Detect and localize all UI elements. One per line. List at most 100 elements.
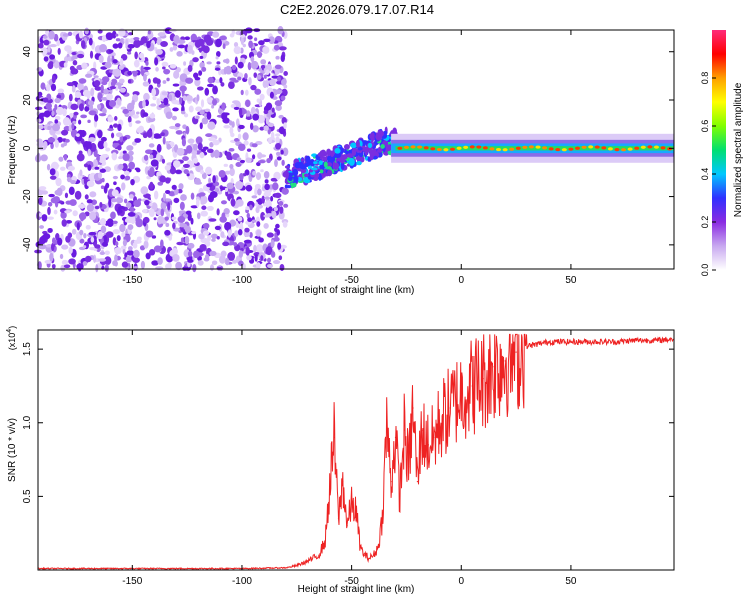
noise-speckle bbox=[83, 176, 88, 186]
noise-speckle bbox=[100, 225, 107, 234]
carrier-peak bbox=[535, 145, 541, 149]
snr-point bbox=[636, 339, 638, 341]
snr-point bbox=[515, 351, 517, 353]
noise-speckle bbox=[249, 122, 254, 131]
snr-point bbox=[658, 339, 660, 341]
noise-speckle bbox=[245, 116, 252, 120]
snr-point bbox=[408, 466, 410, 468]
noise-speckle bbox=[172, 160, 181, 168]
noise-speckle bbox=[47, 227, 53, 233]
snr-y-multiplier: (x104) bbox=[6, 326, 17, 350]
noise-speckle bbox=[275, 136, 280, 144]
noise-speckle bbox=[53, 209, 58, 215]
noise-speckle bbox=[165, 189, 171, 194]
noise-speckle bbox=[204, 87, 210, 96]
noise-speckle bbox=[84, 27, 89, 35]
colorbar-tick-label: 0.0 bbox=[700, 264, 710, 277]
noise-speckle bbox=[220, 82, 225, 87]
noise-speckle bbox=[119, 223, 126, 233]
noise-speckle bbox=[255, 172, 262, 181]
noise-speckle bbox=[156, 78, 161, 85]
noise-speckle bbox=[214, 187, 220, 193]
noise-speckle bbox=[223, 66, 227, 75]
noise-speckle bbox=[98, 55, 104, 63]
emerging-line-blob bbox=[302, 172, 306, 179]
noise-speckle bbox=[182, 81, 187, 86]
noise-speckle bbox=[188, 105, 194, 113]
noise-speckle bbox=[254, 254, 258, 262]
noise-speckle bbox=[283, 84, 288, 89]
noise-speckle bbox=[67, 165, 75, 171]
noise-speckle bbox=[142, 99, 146, 108]
noise-speckle bbox=[252, 113, 260, 121]
noise-speckle bbox=[83, 163, 89, 168]
noise-speckle bbox=[130, 178, 135, 186]
noise-speckle bbox=[211, 260, 218, 266]
noise-speckle bbox=[40, 154, 48, 162]
noise-speckle bbox=[78, 212, 87, 221]
noise-speckle bbox=[264, 183, 270, 191]
carrier-peak bbox=[627, 147, 633, 151]
noise-speckle bbox=[185, 77, 194, 84]
noise-speckle bbox=[201, 117, 209, 125]
noise-speckle bbox=[99, 201, 103, 208]
carrier-peak bbox=[443, 148, 449, 152]
noise-speckle bbox=[187, 242, 195, 249]
noise-speckle bbox=[224, 187, 229, 193]
noise-speckle bbox=[276, 156, 282, 161]
carrier-peak bbox=[430, 147, 436, 151]
noise-speckle bbox=[62, 117, 71, 126]
noise-speckle bbox=[239, 159, 246, 164]
noise-speckle bbox=[53, 33, 59, 42]
carrier-peak bbox=[607, 147, 613, 151]
carrier-peak bbox=[634, 146, 640, 150]
snr-point bbox=[504, 360, 506, 362]
noise-speckle bbox=[197, 260, 204, 266]
noise-speckle bbox=[256, 98, 261, 103]
noise-speckle bbox=[55, 130, 62, 135]
noise-speckle bbox=[156, 98, 160, 106]
noise-speckle bbox=[245, 157, 252, 163]
noise-speckle bbox=[261, 195, 265, 204]
snr-point bbox=[333, 436, 335, 439]
noise-speckle bbox=[104, 61, 112, 69]
noise-speckle bbox=[100, 136, 107, 142]
noise-speckle bbox=[270, 251, 276, 258]
noise-speckle bbox=[98, 113, 107, 117]
noise-speckle bbox=[177, 39, 186, 44]
noise-speckle bbox=[87, 119, 91, 124]
noise-speckle bbox=[48, 30, 55, 40]
noise-speckle bbox=[93, 80, 101, 87]
noise-speckle bbox=[122, 239, 128, 247]
noise-speckle bbox=[76, 222, 80, 231]
noise-speckle bbox=[78, 103, 84, 112]
noise-speckle bbox=[113, 181, 117, 186]
noise-speckle bbox=[133, 59, 140, 68]
noise-speckle bbox=[204, 113, 208, 118]
noise-speckle bbox=[126, 145, 134, 151]
noise-speckle bbox=[110, 132, 115, 139]
noise-speckle bbox=[132, 257, 140, 263]
noise-speckle bbox=[115, 132, 123, 138]
noise-speckle bbox=[55, 106, 64, 116]
noise-speckle bbox=[230, 198, 236, 207]
noise-speckle bbox=[250, 60, 259, 70]
noise-speckle bbox=[209, 250, 217, 257]
noise-speckle bbox=[40, 47, 48, 55]
noise-speckle bbox=[36, 67, 43, 72]
noise-speckle bbox=[155, 49, 163, 55]
noise-speckle bbox=[161, 158, 166, 164]
noise-speckle bbox=[161, 91, 169, 96]
noise-speckle bbox=[112, 43, 119, 49]
noise-speckle bbox=[279, 206, 284, 214]
spectrogram-frame bbox=[37, 29, 675, 270]
noise-speckle bbox=[142, 208, 148, 213]
noise-speckle bbox=[145, 230, 154, 238]
noise-speckle bbox=[50, 83, 57, 92]
noise-speckle bbox=[195, 136, 203, 145]
noise-speckle bbox=[265, 69, 270, 75]
noise-speckle bbox=[132, 114, 140, 119]
noise-speckle bbox=[51, 110, 55, 117]
noise-speckle bbox=[117, 145, 122, 151]
noise-speckle bbox=[199, 55, 204, 60]
